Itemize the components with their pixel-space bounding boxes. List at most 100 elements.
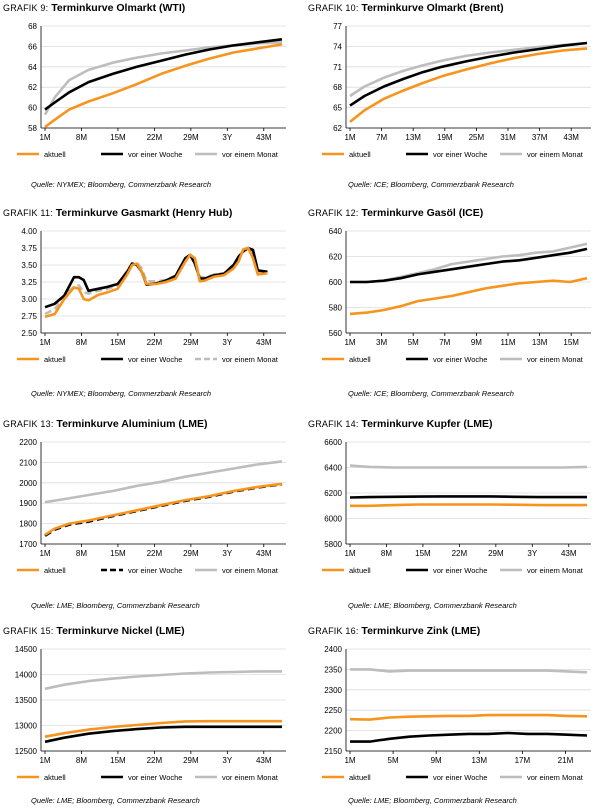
chart-title-prefix: GRAFIK 9: [3,3,49,13]
chart-title-name: Terminkurve Olmarkt (Brent) [358,2,504,14]
y-tick-label: 13000 [15,722,38,731]
y-tick-label: 64 [28,63,37,72]
chart-panel-16: GRAFIK 16: Terminkurve Zink (LME) 2150 220… [308,625,596,810]
x-tick-label: 5M [408,338,419,347]
y-tick-label: 580 [329,304,343,313]
series-line-aktuell [44,246,268,318]
chart-title-prefix: GRAFIK 12: [308,208,359,218]
series-line-aktuell [44,43,283,129]
x-tick-label: 19M [437,133,453,142]
chart-source: Quelle: LME; Bloomberg, Commerzbank Rese… [31,601,200,610]
chart-title-prefix: GRAFIK 13: [3,419,54,429]
y-tick-label: 13500 [15,696,38,705]
y-tick-label: 58 [28,124,37,133]
y-tick-label: 14000 [15,671,38,680]
y-tick-label: 2.75 [21,312,37,321]
y-tick-label: 71 [333,63,342,72]
chart-panel-9: GRAFIK 9: Terminkurve Olmarkt (WTI) 58 60 6… [3,2,291,194]
chart-source: Quelle: LME; Bloomberg, Commerzbank Rese… [31,796,200,805]
x-tick-label: 3Y [222,756,232,765]
series-line-vor-einem-monat [350,668,588,674]
series-line-vor-einem-monat [44,460,283,504]
chart-source: Quelle: ICE; Bloomberg, Commerzbank Rese… [348,389,514,398]
y-tick-label: 5800 [324,540,342,549]
chart-panel-12: GRAFIK 12: Terminkurve Gasöl (ICE) 560 580… [308,207,596,403]
chart-title-name: Terminkurve Zink (LME) [358,625,481,637]
y-tick-label: 60 [28,104,37,113]
series-line-aktuell [349,47,588,123]
legend-label: vor einem Monat [527,355,584,364]
x-tick-label: 43M [256,549,272,558]
y-tick-label: 6200 [324,489,342,498]
y-tick-label: 2250 [324,706,342,715]
x-tick-label: 29M [183,133,199,142]
y-tick-label: 14500 [15,645,38,654]
chart-title-name: Terminkurve Nickel (LME) [53,625,185,637]
x-tick-label: 8M [76,133,87,142]
series-line-aktuell [44,719,282,738]
series-line-vor-einem-monat [350,242,588,284]
y-tick-label: 640 [329,227,343,236]
x-tick-label: 43M [563,133,579,142]
series-line-aktuell [349,276,588,316]
chart-svg: 2150 2200 2250 2300 2350 2400 1M 5M 9M 13M 17M 21M a… [322,645,591,782]
x-tick-label: 17M [515,756,531,765]
y-tick-label: 2300 [324,686,342,695]
x-tick-label: 15M [110,756,126,765]
chart-title-name: Terminkurve Kupfer (LME) [358,418,493,430]
y-tick-label: 2.50 [21,329,37,338]
chart-source: Quelle: NYMEX; Bloomberg, Commerzbank Re… [31,389,212,398]
x-tick-label: 22M [147,133,163,142]
legend-label: aktuell [44,150,66,159]
x-tick-label: 11M [501,338,516,347]
x-tick-label: 13M [405,133,421,142]
x-tick-label: 43M [561,549,577,558]
chart-panel-14: GRAFIK 14: Terminkurve Kupfer (LME) 5800 6… [308,418,596,615]
legend-label: vor einem Monat [222,355,279,364]
y-tick-label: 2100 [19,458,37,467]
legend-label: aktuell [44,355,66,364]
x-tick-label: 22M [147,549,163,558]
x-tick-label: 5M [388,756,399,765]
x-tick-label: 43M [256,338,272,347]
x-tick-label: 3Y [527,549,537,558]
x-tick-label: 3Y [222,338,232,347]
chart-title-name: Terminkurve Gasmarkt (Henry Hub) [52,207,233,219]
legend-label: aktuell [349,355,371,364]
y-tick-label: 77 [333,22,342,31]
x-tick-label: 8M [76,338,87,347]
y-tick-label: 2150 [324,747,342,756]
y-tick-label: 68 [28,22,37,31]
chart-svg: 2.50 2.75 3.00 3.25 3.50 3.75 4.00 1M 8M 15M 22M 29… [17,227,286,364]
legend-label: aktuell [44,773,66,782]
y-tick-label: 3.50 [21,261,37,270]
x-tick-label: 1M [39,756,50,765]
chart-title: GRAFIK 11: Terminkurve Gasmarkt (Henry H… [3,207,232,219]
x-tick-label: 37M [532,133,548,142]
series-line-vor-einer-woche [349,495,587,499]
y-tick-label: 6400 [324,464,342,473]
x-tick-label: 29M [488,549,504,558]
y-tick-label: 62 [333,124,342,133]
series-line-vor-einer-woche [349,41,588,107]
chart-title-name: Terminkurve Gasöl (ICE) [358,207,484,219]
series-line-vor-einem-monat [349,464,588,469]
chart-title-prefix: GRAFIK 10: [308,3,359,13]
series-line-vor-einer-woche [44,725,282,744]
legend-label: vor einem Monat [527,773,584,782]
chart-title-prefix: GRAFIK 15: [3,626,54,636]
legend-label: aktuell [44,566,66,575]
chart-panel-11: GRAFIK 11: Terminkurve Gasmarkt (Henry H… [3,207,291,403]
x-tick-label: 3Y [222,133,232,142]
legend-label: vor einer Woche [433,150,487,159]
chart-title: GRAFIK 12: Terminkurve Gasöl (ICE) [308,207,483,219]
x-tick-label: 13M [532,338,548,347]
legend-label: vor einem Monat [222,566,279,575]
chart-source: Quelle: LME; Bloomberg, Commerzbank Rese… [348,601,517,610]
y-tick-label: 2200 [324,727,342,736]
chart-svg: 560 580 600 620 640 1M 3M 5M 7M 9M 11M 13M 15M aktuel… [322,227,591,364]
y-tick-label: 62 [28,83,37,92]
y-tick-label: 3.00 [21,295,37,304]
chart-source: Quelle: LME; Bloomberg, Commerzbank Rese… [348,796,517,805]
series-line-vor-einem-monat [44,246,268,316]
